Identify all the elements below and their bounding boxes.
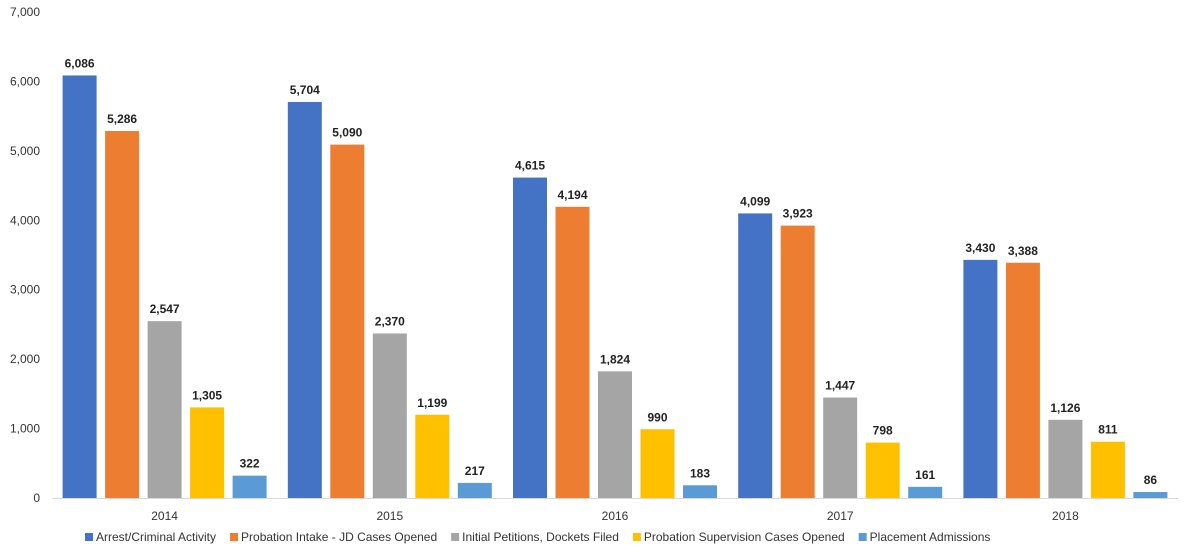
legend-swatch — [451, 533, 460, 541]
y-tick-label: 5,000 — [10, 144, 40, 158]
data-label: 4,615 — [515, 159, 545, 173]
legend-swatch — [85, 533, 93, 541]
y-tick-label: 4,000 — [10, 213, 40, 227]
bar — [415, 414, 450, 498]
bar — [908, 486, 943, 498]
data-label: 3,388 — [1008, 244, 1038, 258]
bars — [62, 75, 1168, 499]
data-label: 217 — [465, 464, 485, 478]
bar — [513, 177, 547, 498]
legend-swatch — [858, 533, 867, 541]
data-label: 322 — [240, 457, 260, 471]
data-label: 811 — [1098, 423, 1118, 437]
bar — [1048, 419, 1083, 498]
bar — [372, 333, 407, 498]
data-label: 86 — [1144, 473, 1158, 487]
y-tick-label: 0 — [33, 491, 40, 505]
data-label: 1,824 — [600, 352, 630, 366]
data-label: 1,305 — [192, 388, 222, 402]
data-label: 798 — [873, 424, 893, 438]
data-label: 183 — [690, 466, 710, 480]
bar — [330, 144, 365, 498]
y-tick-label: 2,000 — [10, 352, 40, 366]
x-tick-label: 2018 — [1052, 509, 1079, 523]
data-label: 161 — [915, 468, 935, 482]
bar — [232, 475, 267, 498]
x-tick-label: 2015 — [376, 509, 403, 523]
bar — [683, 485, 717, 498]
x-tick-label: 2017 — [827, 509, 854, 523]
legend-label: Placement Admissions — [870, 530, 991, 544]
bar — [1005, 262, 1040, 498]
y-tick-label: 6,000 — [10, 74, 40, 88]
data-label: 5,286 — [107, 112, 137, 126]
bar — [555, 206, 590, 498]
legend-label: Probation Intake - JD Cases Opened — [241, 530, 437, 544]
data-label: 5,090 — [332, 126, 362, 140]
legend-swatch — [632, 533, 641, 541]
bar — [640, 429, 675, 498]
data-label: 1,126 — [1050, 401, 1080, 415]
bar — [1090, 441, 1125, 498]
bar — [190, 407, 225, 498]
y-tick-label: 1,000 — [10, 422, 40, 436]
x-tick-label: 2014 — [151, 509, 178, 523]
legend-swatch — [230, 533, 239, 541]
legend-label: Arrest/Criminal Activity — [96, 530, 216, 544]
bar — [62, 75, 97, 499]
bar — [287, 101, 322, 498]
y-tick-label: 7,000 — [10, 5, 40, 19]
bar — [823, 397, 858, 498]
data-label: 2,547 — [150, 302, 180, 316]
data-label: 3,430 — [965, 241, 995, 255]
data-label: 5,704 — [290, 83, 320, 97]
data-label: 4,099 — [740, 194, 770, 208]
y-tick-label: 3,000 — [10, 283, 40, 297]
bar — [780, 225, 815, 498]
data-label: 4,194 — [557, 188, 587, 202]
x-axis: 2014 2015 2016 2017 2018 — [52, 498, 1178, 523]
bar — [1133, 492, 1168, 498]
data-label: 1,447 — [825, 379, 855, 393]
legend-label: Initial Petitions, Dockets Filed — [462, 530, 619, 544]
data-label: 1,199 — [417, 396, 447, 410]
bar — [865, 442, 900, 498]
data-label: 990 — [647, 410, 667, 424]
data-label: 6,086 — [65, 56, 95, 70]
bar — [738, 213, 773, 498]
data-label: 2,370 — [375, 314, 405, 328]
bar — [598, 371, 632, 498]
bar — [147, 321, 182, 498]
x-tick-label: 2016 — [602, 509, 629, 523]
bar — [457, 482, 492, 498]
bar — [963, 259, 998, 498]
data-labels: 6,086 5,286 2,547 1,305 322 5,704 5,090 2,370 1,… — [65, 56, 1158, 487]
bar — [105, 131, 140, 499]
legend-label: Probation Supervision Cases Opened — [644, 530, 845, 544]
legend: Arrest/Criminal Activity Probation Intake… — [85, 530, 990, 544]
y-axis: 0 1,000 2,000 3,000 4,000 5,000 6,000 7,000 — [10, 5, 40, 505]
data-label: 3,923 — [783, 207, 813, 221]
